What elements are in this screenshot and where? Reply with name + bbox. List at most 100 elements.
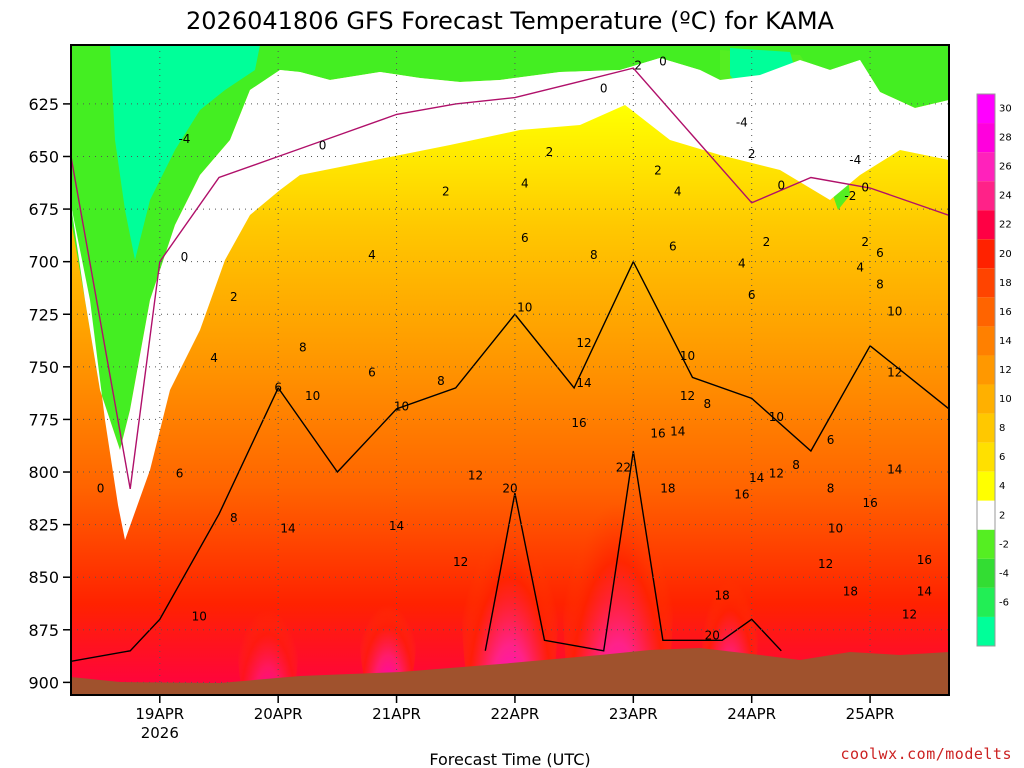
contour-label: 8 (792, 458, 800, 472)
colorbar-label: 30 (999, 104, 1012, 115)
contour-label: 6 (827, 433, 835, 447)
contour-label: 0 (97, 481, 105, 495)
contour-label: 20 (502, 481, 517, 495)
contour-label: 10 (680, 349, 695, 363)
colorbar-swatch (977, 529, 995, 559)
y-tick-label: 800 (28, 463, 59, 482)
colorbar-swatch (977, 268, 995, 298)
y-tick-label: 900 (28, 673, 59, 692)
x-tick-label: 20APR (254, 705, 303, 723)
contour-label: 4 (856, 260, 864, 274)
colorbar-label: -6 (999, 597, 1009, 608)
surface-terrain (71, 648, 949, 695)
contour-label: 12 (769, 467, 784, 481)
isotherm-line (71, 67, 949, 490)
contour-label: 6 (669, 239, 677, 253)
colorbar-swatch (977, 152, 995, 182)
x-tick-sublabel: 2026 (141, 724, 179, 742)
colorbar-swatch (977, 442, 995, 472)
contour-label: -4 (736, 115, 748, 129)
colorbar-label: 22 (999, 220, 1012, 231)
contour-label: 12 (453, 555, 468, 569)
contour-label: 4 (368, 248, 376, 262)
contour-label: 6 (521, 231, 529, 245)
y-tick-label: 775 (28, 410, 59, 429)
colorbar-swatch (977, 326, 995, 356)
hot-core-22apr (462, 450, 558, 695)
contour-label: -4 (849, 153, 861, 167)
colorbar-label: 8 (999, 423, 1005, 434)
colorbar-label: 12 (999, 365, 1012, 376)
contour-label: -4 (178, 132, 190, 146)
contour-label: 6 (876, 246, 884, 260)
x-tick-label: 21APR (372, 705, 421, 723)
contour-label: 6 (176, 467, 184, 481)
contour-label: 12 (468, 469, 483, 483)
colorbar-swatch (977, 297, 995, 327)
contour-label: 14 (576, 376, 591, 390)
y-tick-label: 650 (28, 147, 59, 166)
contour-label: 16 (650, 427, 665, 441)
contour-label: 4 (674, 185, 682, 199)
contour-label: 12 (818, 557, 833, 571)
contour-label: 18 (714, 589, 729, 603)
y-tick-label: 700 (28, 253, 59, 272)
contour-label: 0 (777, 178, 785, 192)
colorbar-label: 16 (999, 307, 1012, 318)
colorbar-label: 20 (999, 249, 1012, 260)
contour-label: 12 (887, 366, 902, 380)
colorbar-swatch (977, 239, 995, 269)
contour-label: 16 (571, 416, 586, 430)
contour-label: 2 (634, 59, 642, 73)
grid (71, 45, 949, 695)
contour-label: 6 (748, 288, 756, 302)
contour-label: 14 (917, 584, 932, 598)
colorbar-label: 4 (999, 481, 1005, 492)
contour-label: 10 (887, 305, 902, 319)
contour-label: 2 (654, 164, 662, 178)
colorbar-swatch (977, 587, 995, 617)
colorbar-label: 10 (999, 394, 1012, 405)
contour-label: 8 (703, 397, 711, 411)
y-tick-label: 675 (28, 200, 59, 219)
contour-label: 12 (902, 608, 917, 622)
colorbar-label: 26 (999, 162, 1012, 173)
contour-label: 12 (576, 336, 591, 350)
colorbar-label: 24 (999, 191, 1012, 202)
contour-label: 6 (368, 366, 376, 380)
contour-label: -2 (844, 189, 856, 203)
contour-label: 2 (861, 235, 869, 249)
colorbar-swatch (977, 384, 995, 414)
isotherm-line (71, 260, 949, 662)
x-tick-label: 23APR (609, 705, 658, 723)
colorbar-swatch (977, 94, 995, 124)
contour-label: 14 (670, 425, 685, 439)
contour-label: 8 (230, 511, 238, 525)
colorbar-label: 6 (999, 452, 1005, 463)
y-tick-label: 625 (28, 95, 59, 114)
colorbar-label: 2 (999, 510, 1005, 521)
colorbar-label: 18 (999, 278, 1012, 289)
contour-label: 8 (827, 481, 835, 495)
contour-label: 22 (616, 460, 631, 474)
credit-text[interactable]: coolwx.com/modelts (840, 745, 1012, 763)
contour-label: 0 (181, 250, 189, 264)
colorbar-swatch (977, 413, 995, 443)
contour-label: 14 (749, 471, 764, 485)
contour-label: 16 (917, 553, 932, 567)
contour-label: 8 (437, 374, 445, 388)
x-axis-label: Forecast Time (UTC) (429, 750, 590, 768)
chart-title: 2026041806 GFS Forecast Temperature (ºC)… (186, 7, 835, 35)
y-tick-label: 725 (28, 305, 59, 324)
contour-label: 2 (748, 147, 756, 161)
contour-label: 10 (769, 410, 784, 424)
colorbar-swatch (977, 471, 995, 501)
contour-label: 4 (210, 351, 218, 365)
plot-frame (70, 44, 950, 696)
contour-label: 14 (887, 462, 902, 476)
contour-label: 10 (394, 399, 409, 413)
contour-label: 10 (828, 521, 843, 535)
colorbar-label: 28 (999, 133, 1012, 144)
